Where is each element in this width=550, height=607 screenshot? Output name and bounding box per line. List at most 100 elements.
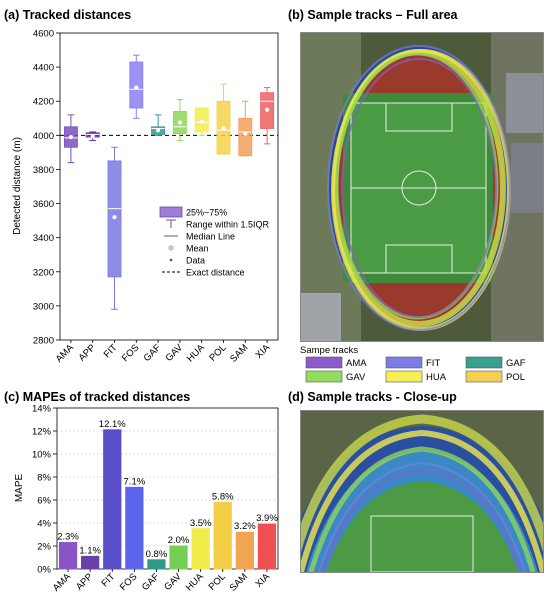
bar-ama xyxy=(58,542,78,570)
y-tick-label: 10% xyxy=(32,450,52,461)
x-tick-label: HUA xyxy=(184,571,206,593)
y-tick-label: 0% xyxy=(37,565,51,576)
y-tick-label: 3000 xyxy=(33,301,54,312)
y-axis-ticks: 0% 2% 4% 6% 8% 10% 12% 14% xyxy=(32,404,57,576)
legend-swatch-gav xyxy=(305,370,343,383)
legend-label-pol: POL xyxy=(506,372,525,383)
bar-value-label: 3.5% xyxy=(190,518,212,529)
y-tick-label: 3200 xyxy=(33,267,54,278)
legend: 25%~75% Range within 1.5IQR Median Line Mea… xyxy=(159,206,270,278)
y-tick-label: 4% xyxy=(37,519,51,530)
x-tick-label: POL xyxy=(207,571,228,592)
legend-swatch-mean xyxy=(168,245,174,251)
box-chart-tracked-distances: 2800 3000 3200 3400 3600 3800 4000 4200 4400 4600… xyxy=(12,29,279,365)
x-tick-label: FIT xyxy=(102,342,120,360)
y-tick-label: 8% xyxy=(37,473,51,484)
x-tick-label: APP xyxy=(77,342,98,363)
bar-hua xyxy=(191,528,210,570)
bars: 2.3%1.1% 12.1% 7.1% 0.8%2.0%3.5% 5.8% 3.2%3.9… xyxy=(57,419,278,570)
close-up-image xyxy=(300,410,544,573)
y-tick-label: 6% xyxy=(37,496,51,507)
mean-marker xyxy=(134,85,139,90)
bar-value-label: 2.3% xyxy=(57,532,79,543)
x-tick-label: GAF xyxy=(140,571,162,593)
legend-swatch-data xyxy=(169,258,173,262)
legend-swatch-ama xyxy=(305,356,343,369)
y-tick-label: 12% xyxy=(32,427,52,438)
legend-label-fit: FIT xyxy=(426,358,440,369)
box-sam xyxy=(238,117,253,157)
bar-fit xyxy=(103,429,122,570)
box-series xyxy=(63,54,275,310)
y-tick-label: 2800 xyxy=(33,336,54,347)
x-tick-label: GAF xyxy=(142,342,164,364)
legend-label-gav: GAV xyxy=(346,372,366,383)
legend-swatch-pol xyxy=(465,370,503,383)
x-tick-label: XIA xyxy=(254,342,273,361)
x-tick-label: FIT xyxy=(100,571,118,589)
x-tick-label: FOS xyxy=(120,342,142,364)
x-tick-label: XIA xyxy=(253,571,272,590)
bar-value-label: 5.8% xyxy=(212,491,234,502)
bar-value-label: 1.1% xyxy=(79,545,101,556)
bar-value-label: 3.9% xyxy=(256,513,278,524)
x-axis-ticks: AMA APP FIT FOS GAF GAV HUA POL SAM XIA xyxy=(54,340,273,365)
bar-chart-mapes: 0% 2% 4% 6% 8% 10% 12% 14% 2.3%1.1% 12.1% 7.1% 0.8… xyxy=(14,404,279,594)
mean-marker xyxy=(112,215,117,220)
x-tick-label: GAV xyxy=(164,342,186,364)
legend-label: 25%~75% xyxy=(186,208,227,218)
aerial-track-closeup xyxy=(301,411,543,572)
x-tick-label: AMA xyxy=(54,342,77,365)
x-tick-label: AMA xyxy=(51,571,74,594)
mean-marker xyxy=(177,120,182,125)
x-tick-label: SAM xyxy=(228,571,250,593)
legend-label: Mean xyxy=(186,244,209,254)
panel-b-title: (b) Sample tracks – Full area xyxy=(288,8,458,22)
legend-swatch-gaf xyxy=(465,356,503,369)
legend-label-gaf: GAF xyxy=(506,358,526,369)
x-tick-label: POL xyxy=(207,342,228,363)
x-tick-label: SAM xyxy=(228,342,250,364)
legend-label: Exact distance xyxy=(186,268,245,278)
plot-frame xyxy=(59,32,279,341)
bar-value-label: 3.2% xyxy=(234,521,256,532)
y-tick-label: 4000 xyxy=(33,131,54,142)
y-axis-label: Detected distance (m) xyxy=(12,137,23,235)
legend-label-ama: AMA xyxy=(346,358,367,369)
mean-marker xyxy=(221,126,226,131)
bar-value-label: 12.1% xyxy=(99,419,126,430)
y-tick-label: 14% xyxy=(32,404,52,415)
y-tick-label: 3800 xyxy=(33,165,54,176)
bar-sam xyxy=(235,531,254,570)
bar-value-label: 7.1% xyxy=(124,476,146,487)
x-tick-label: HUA xyxy=(185,342,207,364)
legend-swatch-hua xyxy=(385,370,423,383)
mean-marker xyxy=(68,134,74,140)
legend-label: Range within 1.5IQR xyxy=(186,220,270,230)
y-tick-label: 4600 xyxy=(33,29,54,40)
aerial-track-full xyxy=(301,33,543,341)
bar-value-label: 0.8% xyxy=(146,549,168,560)
bar-xia xyxy=(257,523,277,570)
x-axis-ticks: AMA APP FIT FOS GAF GAV HUA POL SAM XIA xyxy=(51,569,273,594)
track-legend: AMA FIT GAF GAV HUA POL xyxy=(305,356,526,383)
panel-c-title: (c) MAPEs of tracked distances xyxy=(4,390,191,404)
legend-label-hua: HUA xyxy=(426,372,447,383)
y-tick-label: 3600 xyxy=(33,199,54,210)
mean-marker xyxy=(156,128,161,133)
box-fos xyxy=(129,61,144,109)
y-tick-label: 4200 xyxy=(33,97,54,108)
plot-frame xyxy=(56,407,279,570)
bar-gav xyxy=(169,545,188,570)
x-tick-label: FOS xyxy=(118,571,140,593)
bar-pol xyxy=(213,501,232,570)
bar-fos xyxy=(125,486,144,570)
mean-marker xyxy=(199,119,204,124)
legend-swatch-fit xyxy=(385,356,423,369)
legend-label: Data xyxy=(186,256,205,266)
legend-swatch-iqr xyxy=(159,206,183,218)
y-axis-label: MAPE xyxy=(14,474,25,503)
legend-label: Median Line xyxy=(186,232,235,242)
track-legend-title: Sampe tracks xyxy=(300,345,359,356)
bar-app xyxy=(81,555,100,570)
